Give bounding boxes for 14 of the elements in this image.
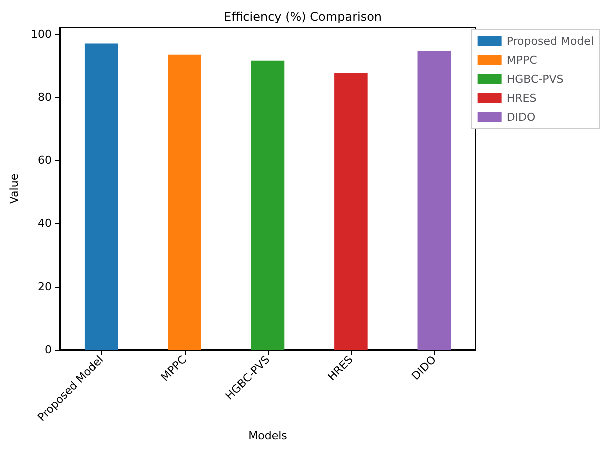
y-tick-label: 0 bbox=[45, 344, 52, 356]
y-tick-label: 40 bbox=[38, 217, 52, 230]
chart-title: Efficiency (%) Comparison bbox=[224, 10, 382, 24]
legend-label: Proposed Model bbox=[506, 35, 594, 48]
y-tick-label: 60 bbox=[38, 154, 52, 168]
y-tick-label: 100 bbox=[31, 28, 52, 41]
y-tick-label: 80 bbox=[38, 90, 52, 104]
legend-label: HGBC-PVS bbox=[506, 73, 564, 86]
legend-label: DIDO bbox=[506, 111, 536, 124]
legend-label: MPPC bbox=[506, 54, 538, 67]
y-tick-label: 20 bbox=[38, 280, 52, 294]
x-axis-title: Models bbox=[248, 430, 288, 443]
legend-label: HRES bbox=[506, 92, 537, 105]
y-axis-title: Value bbox=[8, 174, 21, 204]
